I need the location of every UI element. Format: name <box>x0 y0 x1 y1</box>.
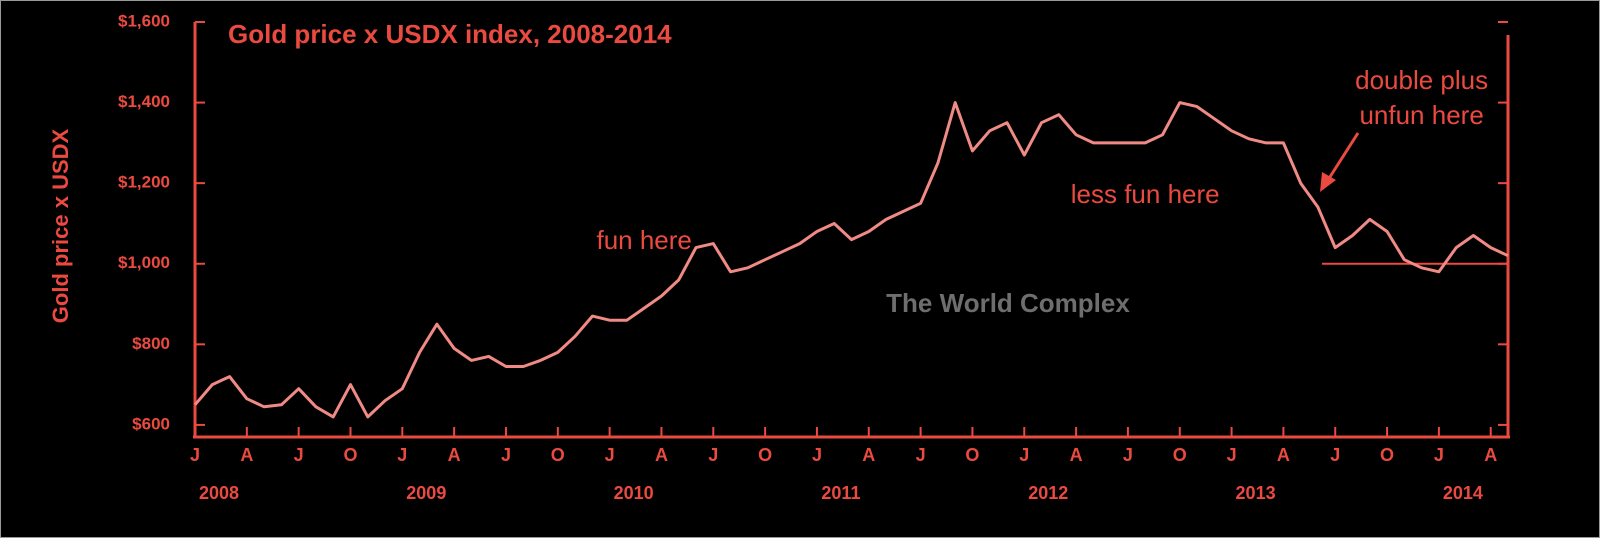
x-tick-label: J <box>605 445 615 465</box>
x-tick-label: A <box>1277 445 1290 465</box>
y-tick-label: $1,600 <box>118 11 170 30</box>
year-label: 2012 <box>1028 483 1068 503</box>
annotation: unfun here <box>1359 100 1483 130</box>
annotation: fun here <box>596 225 691 255</box>
y-axis-label: Gold price x USDX <box>48 128 73 323</box>
x-tick-label: O <box>1173 445 1187 465</box>
annotation: double plus <box>1355 65 1488 95</box>
x-tick-label: J <box>1019 445 1029 465</box>
x-tick-label: J <box>397 445 407 465</box>
x-tick-label: A <box>862 445 875 465</box>
y-tick-label: $1,400 <box>118 92 170 111</box>
year-label: 2011 <box>821 483 860 503</box>
x-tick-label: A <box>448 445 461 465</box>
x-tick-label: O <box>758 445 772 465</box>
x-tick-label: J <box>812 445 822 465</box>
data-line <box>193 101 1509 419</box>
watermark: The World Complex <box>886 288 1130 318</box>
x-tick-label: O <box>343 445 357 465</box>
x-tick-label: J <box>190 445 200 465</box>
x-tick-label: O <box>1380 445 1394 465</box>
year-label: 2008 <box>199 483 239 503</box>
chart-title: Gold price x USDX index, 2008-2014 <box>228 19 672 49</box>
arrow-head <box>1320 172 1336 192</box>
x-tick-label: A <box>240 445 253 465</box>
x-tick-label: J <box>1227 445 1237 465</box>
x-tick-label: J <box>708 445 718 465</box>
year-label: 2013 <box>1236 483 1276 503</box>
x-tick-label: A <box>1484 445 1497 465</box>
y-tick-label: $600 <box>132 414 170 433</box>
x-tick-label: A <box>655 445 668 465</box>
y-tick-label: $1,200 <box>118 173 170 192</box>
x-tick-label: J <box>916 445 926 465</box>
x-tick-label: J <box>1330 445 1340 465</box>
year-label: 2009 <box>406 483 446 503</box>
x-tick-label: J <box>1123 445 1133 465</box>
x-tick-label: O <box>551 445 565 465</box>
year-label: 2014 <box>1443 483 1483 503</box>
x-tick-label: O <box>965 445 979 465</box>
y-tick-label: $1,000 <box>118 253 170 272</box>
x-tick-label: J <box>1434 445 1444 465</box>
x-tick-label: A <box>1070 445 1083 465</box>
y-tick-label: $800 <box>132 334 170 353</box>
year-label: 2010 <box>614 483 654 503</box>
x-tick-label: J <box>501 445 511 465</box>
annotation: less fun here <box>1071 179 1220 209</box>
x-tick-label: J <box>294 445 304 465</box>
arrow-shaft <box>1326 132 1360 181</box>
